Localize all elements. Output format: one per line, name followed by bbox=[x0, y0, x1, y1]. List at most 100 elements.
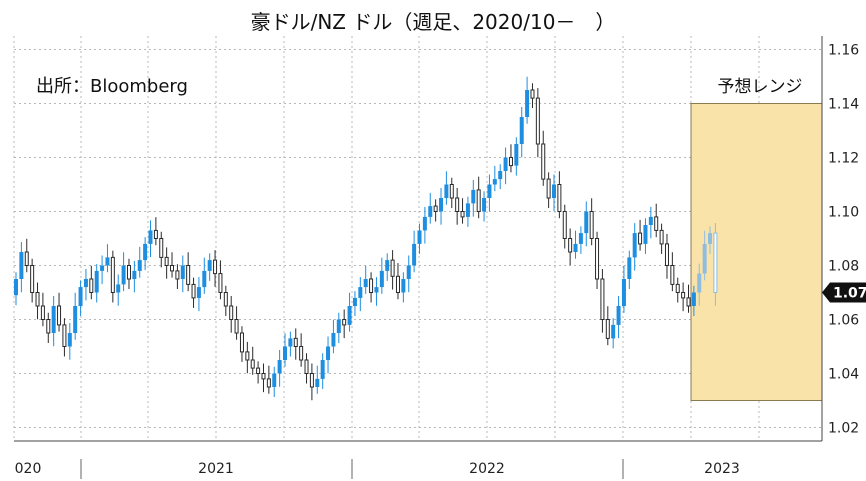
candle-body-down bbox=[369, 278, 374, 293]
y-tick-label: 1.06 bbox=[828, 313, 859, 329]
candle-body-down bbox=[304, 359, 309, 374]
candle-body-up bbox=[326, 346, 331, 360]
candle-body-down bbox=[234, 319, 239, 334]
candle-body-down bbox=[568, 238, 573, 253]
candle-body-down bbox=[89, 278, 94, 293]
axes: 1.02 1.04 1.06 1.08 1.10 1.12 1.14 1.16 020 2021 2… bbox=[14, 36, 866, 479]
candle-body-down bbox=[654, 216, 659, 231]
candle-body-up bbox=[19, 252, 24, 279]
candle-body-down bbox=[229, 305, 234, 320]
candle-body-up bbox=[514, 144, 519, 166]
source-label: 出所：Bloomberg bbox=[36, 76, 188, 97]
candle-body-down bbox=[186, 265, 191, 285]
candle-body-down bbox=[546, 178, 551, 199]
candle-body-up bbox=[498, 171, 503, 180]
candle-body-down bbox=[170, 265, 175, 272]
candle-body-down bbox=[110, 256, 115, 293]
forecast-range-box bbox=[690, 103, 823, 401]
candle-body-down bbox=[455, 197, 460, 212]
candle-body-down bbox=[159, 238, 164, 258]
candle-body-up bbox=[492, 179, 497, 185]
candle-body-down bbox=[266, 378, 271, 388]
candle-body-up bbox=[67, 333, 72, 347]
x-year-label: 020 bbox=[15, 461, 42, 477]
candle-body-up bbox=[116, 284, 121, 293]
candle-body-down bbox=[664, 243, 669, 266]
candle-body-up bbox=[573, 243, 578, 252]
x-year-label: 2022 bbox=[469, 461, 505, 477]
candle-body-down bbox=[670, 265, 675, 285]
candle-body-up bbox=[428, 206, 433, 217]
candle-body-down bbox=[460, 211, 465, 218]
y-tick-label: 1.04 bbox=[828, 367, 859, 383]
candle-body-down bbox=[713, 232, 718, 294]
candle-body-up bbox=[648, 216, 653, 225]
y-tick-label: 1.14 bbox=[828, 97, 859, 113]
candle-body-up bbox=[525, 90, 530, 117]
candle-body-up bbox=[105, 257, 110, 266]
candle-body-down bbox=[153, 229, 158, 239]
candle-body-up bbox=[315, 378, 320, 387]
candle-body-up bbox=[697, 273, 702, 293]
candle-body-up bbox=[14, 279, 18, 296]
candle-body-down bbox=[213, 259, 218, 275]
candle-body-down bbox=[24, 251, 29, 266]
candle-body-up bbox=[207, 260, 212, 271]
candle-body-down bbox=[245, 351, 250, 361]
candle-body-up bbox=[196, 287, 201, 298]
candle-body-up bbox=[379, 270, 384, 288]
candle-body-up bbox=[552, 184, 556, 198]
candle-body-up bbox=[94, 270, 99, 293]
candle-body-down bbox=[681, 292, 686, 299]
candle-body-down bbox=[309, 373, 314, 388]
candle-body-down bbox=[535, 97, 540, 145]
candle-body-up bbox=[272, 373, 277, 387]
candle-body-down bbox=[605, 319, 610, 339]
candle-body-up bbox=[627, 257, 632, 279]
candle-body-down bbox=[239, 332, 244, 353]
candle-body-down bbox=[530, 89, 535, 99]
candle-body-down bbox=[293, 337, 298, 347]
candle-body-up bbox=[358, 287, 363, 298]
candle-body-down bbox=[390, 259, 395, 277]
candle-body-up bbox=[121, 265, 126, 285]
candle-body-up bbox=[374, 287, 379, 293]
candle-body-up bbox=[444, 184, 449, 198]
candle-body-up bbox=[143, 243, 148, 261]
candle-body-down bbox=[46, 319, 51, 334]
candle-body-up bbox=[471, 189, 476, 204]
candle-body-up bbox=[519, 117, 524, 144]
last-value-tag bbox=[822, 282, 866, 303]
candle-body-up bbox=[691, 292, 696, 306]
candle-body-up bbox=[503, 157, 508, 171]
candle-body-up bbox=[406, 265, 411, 279]
candle-body-up bbox=[132, 270, 137, 279]
candle-body-down bbox=[395, 275, 400, 293]
candle-body-up bbox=[288, 338, 293, 347]
candle-body-down bbox=[659, 229, 664, 245]
forecast-range-label: 予想レンジ bbox=[717, 77, 803, 97]
candle-body-up bbox=[331, 333, 336, 347]
candle-body-down bbox=[218, 273, 223, 294]
candle-body-up bbox=[180, 265, 185, 279]
candle-body-down bbox=[562, 211, 567, 239]
candle-body-up bbox=[148, 230, 153, 244]
candle-body-up bbox=[632, 233, 637, 258]
candle-body-down bbox=[191, 283, 196, 299]
candle-body-up bbox=[578, 233, 583, 244]
candle-body-up bbox=[277, 360, 282, 374]
candle-body-down bbox=[589, 211, 594, 239]
candle-body-up bbox=[482, 198, 487, 212]
candle-body-down bbox=[595, 238, 600, 280]
candle-body-down bbox=[449, 184, 454, 199]
candle-body-up bbox=[643, 225, 648, 244]
candle-body-down bbox=[541, 143, 546, 180]
candle-body-up bbox=[352, 297, 357, 306]
y-tick-label: 1.08 bbox=[828, 259, 859, 275]
candle-body-down bbox=[342, 319, 347, 326]
candle-body-up bbox=[336, 319, 341, 333]
y-tick-label: 1.02 bbox=[828, 421, 859, 437]
candles bbox=[14, 76, 718, 401]
x-year-label: 2023 bbox=[704, 461, 740, 477]
candle-body-up bbox=[320, 360, 325, 379]
